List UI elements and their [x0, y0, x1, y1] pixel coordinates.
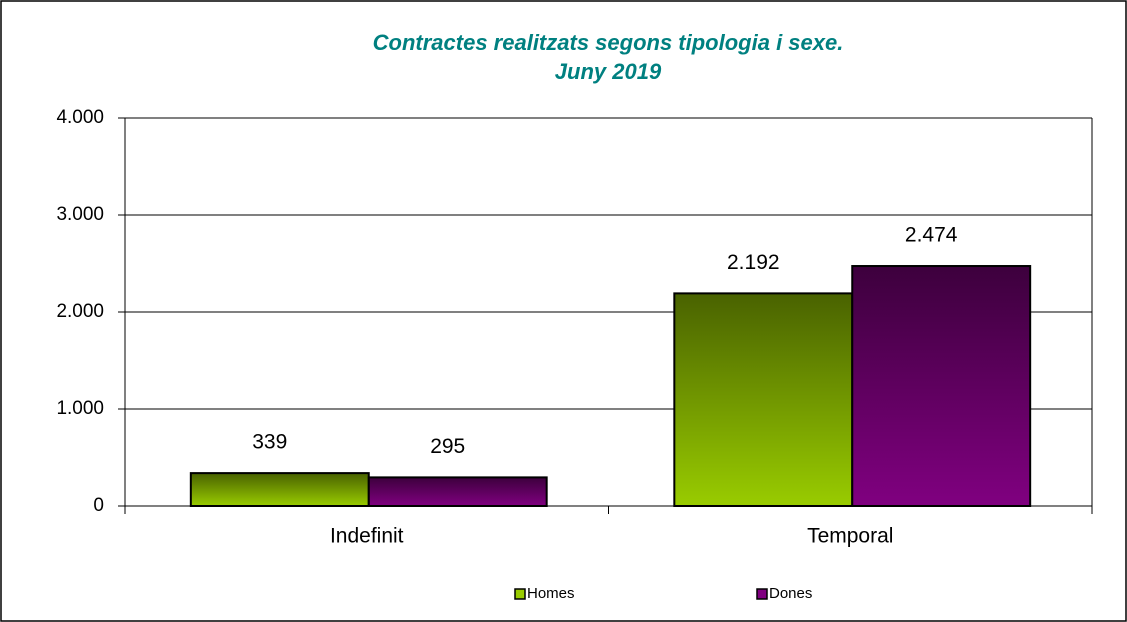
chart-subtitle: Juny 2019: [555, 59, 662, 84]
y-tick-label: 1.000: [56, 398, 104, 419]
bar: [189, 472, 370, 508]
y-tick-label: 0: [93, 495, 104, 516]
legend-label: Homes: [527, 585, 575, 602]
value-label: 2.192: [727, 251, 780, 274]
y-tick-label: 3.000: [56, 204, 104, 225]
chart-title: Contractes realitzats segons tipologia i…: [373, 30, 844, 55]
y-tick-label: 2.000: [56, 301, 104, 322]
bar: [673, 292, 854, 507]
value-label: 2.474: [905, 224, 958, 247]
legend-swatch: [756, 588, 768, 600]
x-tick-label: Temporal: [807, 525, 893, 548]
value-label: 339: [252, 431, 287, 454]
bar: [367, 476, 548, 508]
y-tick-label: 4.000: [56, 107, 104, 128]
legend-swatch: [514, 588, 526, 600]
bar: [851, 265, 1032, 507]
value-label: 295: [430, 435, 465, 458]
legend-label: Dones: [769, 585, 812, 602]
x-tick-label: Indefinit: [330, 525, 404, 548]
